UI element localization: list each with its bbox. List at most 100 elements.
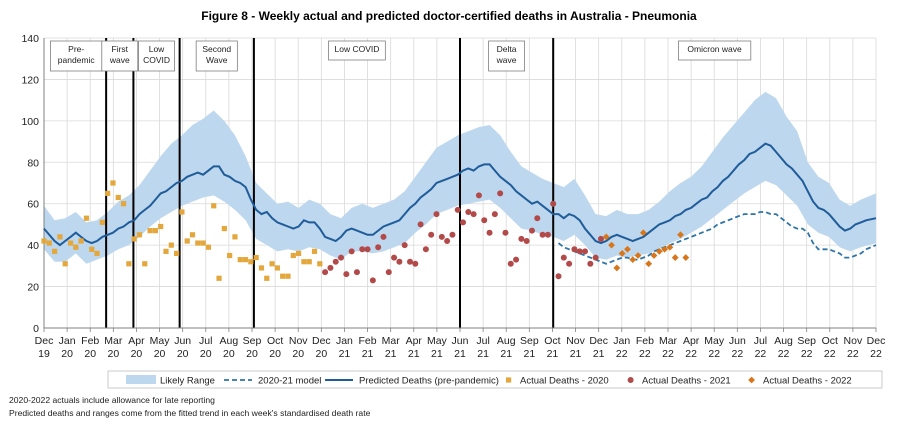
actual-2021-point <box>528 227 535 234</box>
legend-label: Actual Deaths - 2022 <box>763 376 852 387</box>
actual-2022-point <box>666 243 674 251</box>
actual-2021-point <box>491 211 498 218</box>
series-lines <box>43 142 877 265</box>
actual-2020-point <box>94 250 100 257</box>
x-tick-label-month: Apr <box>683 335 700 347</box>
actual-2021-point <box>544 231 551 238</box>
actual-2021-point <box>396 258 403 265</box>
actual-2020-point <box>52 248 58 254</box>
period-label-box <box>678 40 752 61</box>
y-tick-label: 80 <box>27 157 39 169</box>
predicted-deaths-line <box>43 142 877 247</box>
x-tick-label-year: 20 <box>131 348 143 360</box>
actual-2020-point <box>264 275 270 281</box>
actual-2020-point <box>168 242 174 248</box>
actual-2021-point <box>375 244 382 251</box>
actual-2021-point <box>513 256 520 263</box>
legend-swatch-actual-2022 <box>748 376 755 384</box>
actual-2022-point <box>602 233 610 241</box>
actual-2022-point <box>613 264 621 272</box>
actual-2020-point <box>78 238 84 244</box>
actual-2021-point <box>534 215 541 222</box>
actual-2020-point <box>269 261 275 267</box>
actual-2021-point <box>327 264 334 271</box>
actual-2021-point <box>566 260 573 267</box>
model-2020-21-line <box>557 211 877 265</box>
actual-2021-point <box>449 231 456 238</box>
actual-2021-point <box>465 209 472 215</box>
actual-2021-point <box>560 254 567 261</box>
actual-2021-point <box>597 235 604 242</box>
actual-2020-point <box>200 240 206 246</box>
period-label-box <box>195 40 238 72</box>
x-tick-label-month: Jun <box>729 335 746 347</box>
actual-2021-point <box>406 258 413 265</box>
x-tick-label-year: 22 <box>616 348 628 360</box>
actual-2021-point <box>364 246 371 253</box>
actual-2021-point <box>433 211 440 218</box>
x-tick-label-year: 22 <box>847 348 859 360</box>
legend-swatch-actual-2020 <box>506 377 512 383</box>
actual-2020-point <box>62 261 68 267</box>
period-label: COVID <box>143 55 170 65</box>
actual-2020-point <box>115 194 121 201</box>
actual-2021-point <box>444 238 451 244</box>
actual-2020-point <box>41 238 47 244</box>
x-tick-label-month: Feb <box>81 335 99 347</box>
x-tick-label-month: May <box>150 335 171 347</box>
actual-2020-point <box>317 261 323 267</box>
period-label: Delta <box>497 44 517 54</box>
x-tick-label-year: 20 <box>107 348 119 360</box>
x-tick-label-year: 20 <box>315 348 327 360</box>
actual-2021-point <box>550 200 557 207</box>
actual-2021-point <box>353 269 360 276</box>
actual-2021-point <box>470 211 477 218</box>
period-label: wave <box>496 55 517 65</box>
actual-2021-point <box>417 221 424 228</box>
actual-2021-point <box>507 260 514 267</box>
actual-2021-point <box>523 238 530 244</box>
x-tick-label-month: Apr <box>406 335 423 347</box>
actual-2021-point <box>338 254 345 261</box>
y-tick-label: 40 <box>27 240 39 252</box>
actual-2020-point <box>301 259 307 265</box>
actual-2021-point <box>422 246 429 253</box>
x-tick-label-year: 22 <box>731 348 743 360</box>
actual-2022-point <box>624 245 631 253</box>
x-tick-label-month: Aug <box>774 335 793 347</box>
x-tick-label-year: 22 <box>778 348 790 360</box>
period-label: Pre- <box>68 44 84 54</box>
actual-2021-point <box>359 246 366 253</box>
x-tick-label-month: Oct <box>267 335 283 347</box>
actual-2020-point <box>285 273 291 279</box>
actual-2020-point <box>227 252 233 259</box>
actual-2022-point <box>618 250 626 257</box>
x-tick-label-year: 20 <box>246 348 258 360</box>
actual-2020-point <box>280 273 286 279</box>
x-tick-label-month: Mar <box>104 335 123 347</box>
actual-2020-point <box>216 275 222 281</box>
x-tick-label-month: Apr <box>128 335 145 347</box>
x-tick-label-month: Jan <box>336 335 353 347</box>
actual-2022-point <box>682 254 690 261</box>
x-tick-label-year: 22 <box>685 348 697 360</box>
actual-2020-point <box>152 228 158 234</box>
actual-2020-point <box>253 254 259 261</box>
actual-2021-point <box>475 192 482 199</box>
legend-box <box>107 370 883 389</box>
x-tick-label-year: 20 <box>292 348 304 360</box>
x-tick-label-year: 22 <box>708 348 720 360</box>
actual-2021-point <box>322 269 329 276</box>
actual-2020-point <box>274 265 280 271</box>
actual-2020-point <box>189 232 196 238</box>
chart-title: Figure 8 - Weekly actual and predicted d… <box>201 9 697 23</box>
actual-2020-point <box>163 248 169 254</box>
x-tick-label-year: 21 <box>500 348 512 360</box>
actual-2021-point <box>576 248 583 255</box>
y-tick-label: 120 <box>21 74 39 86</box>
actual-2020-point <box>221 225 227 232</box>
actual-2020-point <box>105 190 111 196</box>
period-label: Second <box>202 44 231 54</box>
actual-2021-point <box>502 229 509 236</box>
